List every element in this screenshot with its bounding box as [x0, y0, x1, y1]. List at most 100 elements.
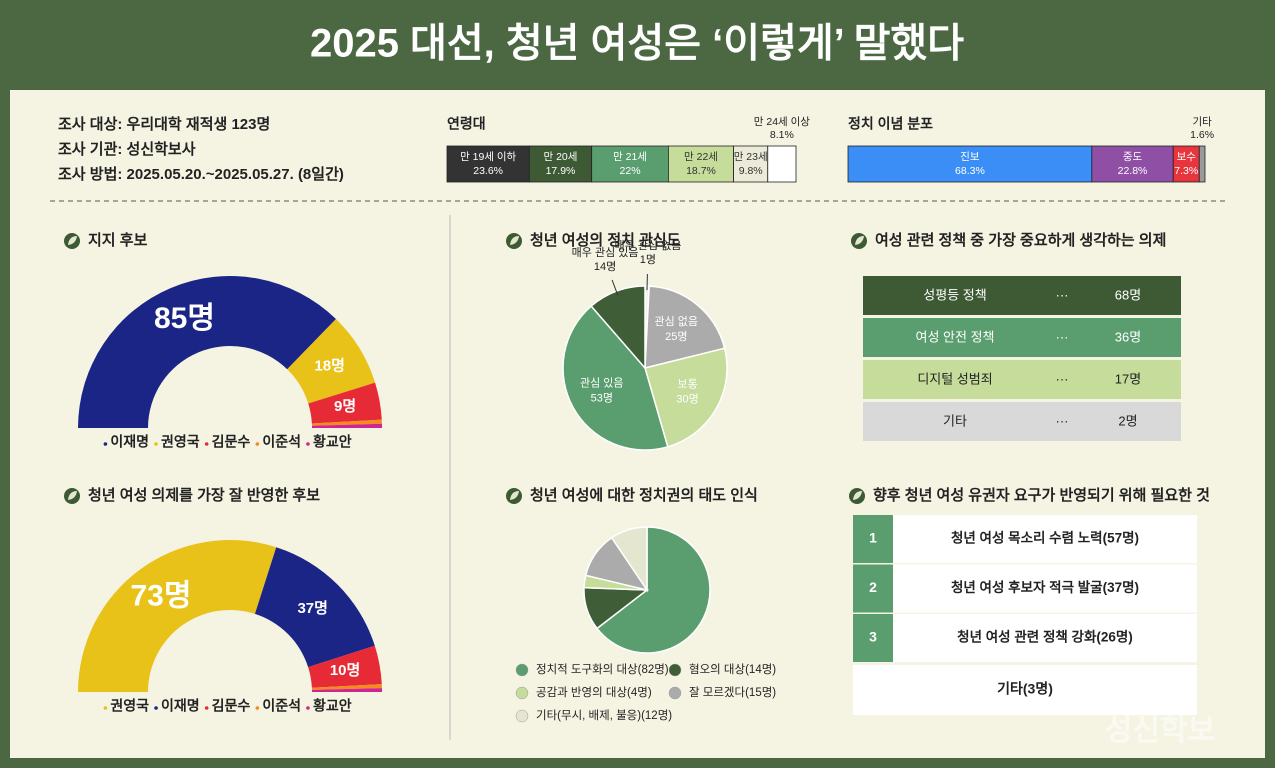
needs-text: 청년 여성 후보자 적극 발굴(37명)	[951, 579, 1139, 595]
donut-segment	[311, 423, 382, 428]
bar-segment	[667, 145, 734, 183]
segment-value: 8.1%	[770, 129, 794, 141]
donut-segment	[254, 547, 375, 668]
agenda-dots: ···	[1056, 413, 1069, 428]
needs-text: 청년 여성 목소리 수렴 노력(57명)	[951, 530, 1139, 546]
segment-label: 진보	[960, 151, 980, 163]
donut-segment	[308, 382, 382, 424]
agenda-dots: ···	[1056, 287, 1069, 302]
legend-label: 권영국	[110, 698, 149, 714]
legend-label: 공감과 반영의 대상(4명)	[536, 686, 652, 699]
pie-slice	[644, 285, 726, 369]
agenda-row	[863, 318, 1181, 357]
bar-segment	[847, 145, 1093, 183]
needs-rank: 1	[869, 530, 877, 546]
needs-rank: 2	[869, 579, 877, 595]
legend-swatch	[668, 663, 682, 677]
legend-dot	[154, 706, 158, 710]
segment-value: 7.3%	[1174, 165, 1198, 177]
donut-segment	[78, 276, 336, 428]
section-icon	[510, 491, 519, 500]
page-title: 2025 대선, 청년 여성은 ‘이렇게’ 말했다	[310, 22, 964, 66]
section-title: 여성 관련 정책 중 가장 중요하게 생각하는 의제	[875, 231, 1166, 249]
pie-value: 30명	[676, 393, 698, 406]
section-icon	[853, 491, 862, 500]
bar-segment	[591, 145, 669, 183]
segment-label: 만 19세 이하	[460, 150, 516, 163]
needs-text-cell	[893, 614, 1197, 662]
needs-other-cell	[853, 665, 1197, 715]
section-title: 청년 여성에 대한 정치권의 태도 인식	[530, 486, 758, 504]
pie-label: 보통	[677, 378, 697, 391]
legend-label: 이재명	[110, 434, 149, 450]
watermark: 성신학보	[1105, 714, 1215, 747]
pie-value: 25명	[665, 330, 687, 343]
donut-segment	[311, 419, 382, 426]
pie-slice	[562, 305, 669, 451]
legend-label: 이재명	[161, 698, 200, 714]
donut-segment	[287, 319, 376, 404]
pie-slice	[644, 347, 728, 448]
needs-text-cell	[893, 515, 1197, 563]
agenda-row	[863, 402, 1181, 441]
legend-label: 잘 모르겠다(15명)	[689, 685, 776, 699]
agenda-count: 36명	[1115, 329, 1141, 344]
donut-label: 10명	[330, 661, 361, 679]
agenda-count: 2명	[1118, 413, 1137, 428]
segment-value: 22.8%	[1118, 165, 1148, 177]
segment-label: 중도	[1123, 151, 1143, 163]
legend-label: 이준석	[262, 698, 301, 714]
agenda-dots: ···	[1056, 371, 1069, 386]
leader-line	[611, 279, 619, 296]
pie-value: 53명	[591, 391, 613, 404]
legend-label: 혐오의 대상(14명)	[689, 663, 776, 676]
agenda-label: 성평등 정책	[923, 287, 986, 302]
bar-segment	[767, 145, 797, 183]
donut-label: 37명	[297, 599, 328, 617]
legend-label: 황교안	[313, 434, 352, 450]
segment-label: 만 21세	[613, 151, 647, 163]
legend-dot	[204, 442, 209, 446]
segment-value: 68.3%	[955, 165, 985, 177]
legend-dot	[204, 706, 209, 710]
legend-label: 권영국	[161, 434, 200, 450]
bar-segment	[1172, 145, 1200, 183]
donut-label: 73명	[130, 579, 191, 612]
legend-label: 황교안	[313, 698, 352, 714]
survey-line: 조사 기관: 성신학보사	[58, 140, 196, 158]
segment-value: 22%	[620, 165, 641, 177]
pie-value: 1명	[640, 253, 656, 266]
legend-dot	[103, 706, 108, 710]
needs-rank-cell	[853, 614, 893, 662]
legend-label: 이준석	[262, 434, 301, 450]
legend-label: 김문수	[212, 698, 251, 714]
chart-title: 연령대	[447, 116, 486, 132]
pie-label: 관심 있음	[580, 376, 624, 389]
segment-label: 만 24세 이상	[754, 116, 810, 128]
segment-value: 18.7%	[686, 165, 716, 177]
donut-label: 18명	[314, 357, 345, 375]
legend-swatch	[515, 709, 529, 723]
legend-swatch	[515, 663, 529, 677]
needs-text-cell	[893, 564, 1197, 613]
section-icon	[68, 491, 77, 500]
bar-segment	[1091, 145, 1174, 183]
section-icon	[510, 236, 519, 245]
donut-label: 85명	[154, 302, 215, 335]
agenda-count: 68명	[1115, 287, 1141, 302]
legend-dot	[103, 442, 108, 446]
segment-value: 17.9%	[546, 165, 576, 177]
section-title: 청년 여성 의제를 가장 잘 반영한 후보	[88, 486, 320, 504]
donut-segment	[311, 688, 382, 692]
agenda-row	[863, 276, 1181, 315]
agenda-label: 디지털 성범죄	[917, 371, 992, 386]
bar-segment	[528, 145, 593, 183]
legend-dot	[255, 706, 260, 710]
legend-dot	[306, 442, 310, 446]
segment-label: 보수	[1177, 151, 1197, 163]
legend-label: 기타(무시, 배제, 불응)(12명)	[536, 709, 672, 722]
section-title: 지지 후보	[88, 232, 148, 249]
segment-value: 23.6%	[473, 165, 503, 177]
legend-dot	[306, 706, 310, 710]
